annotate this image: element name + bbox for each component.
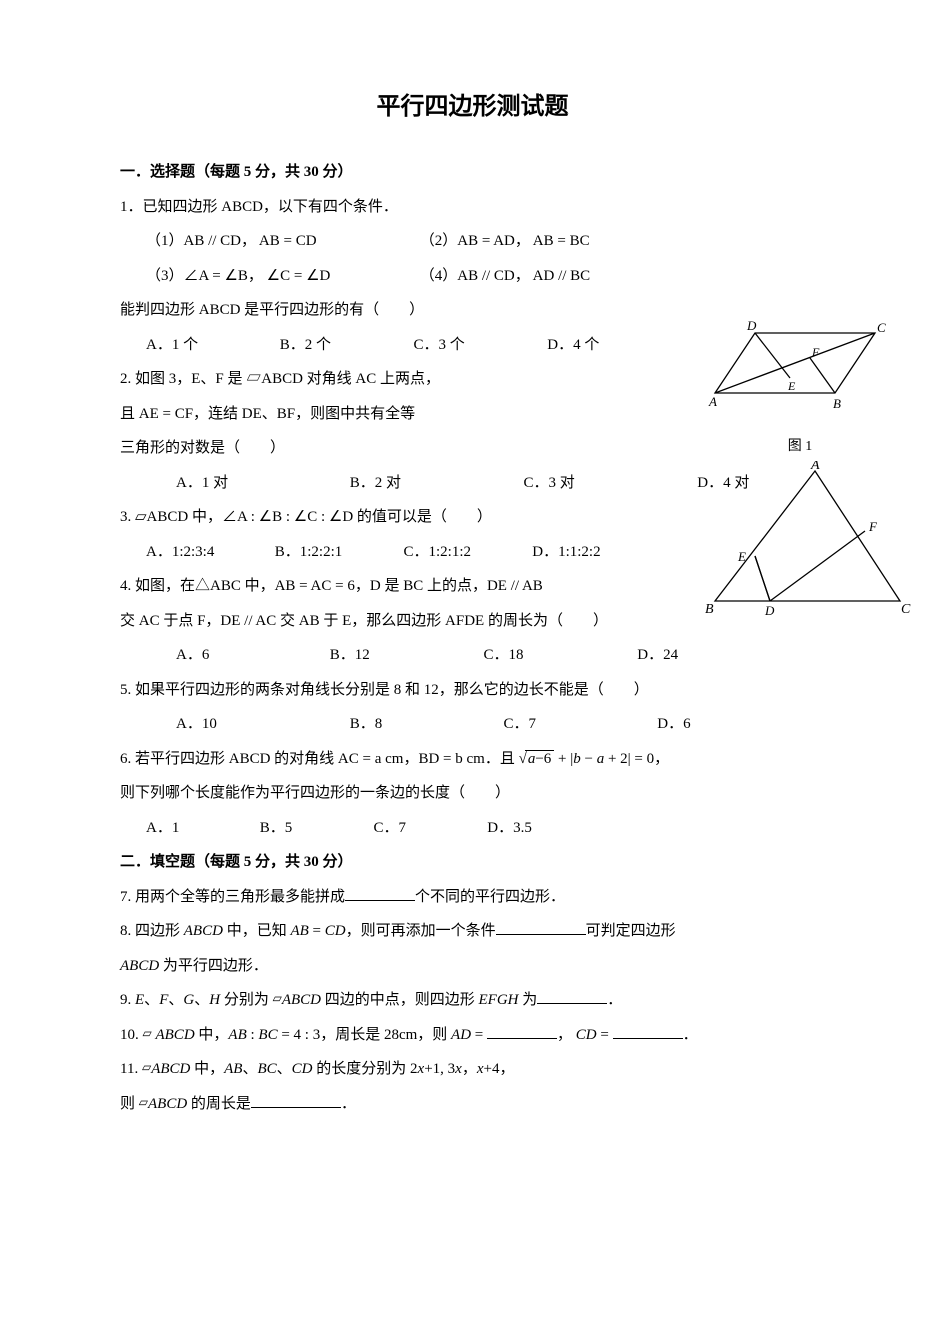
- section1-header: 一．选择题（每题 5 分，共 30 分）: [120, 155, 825, 190]
- svg-text:E: E: [787, 379, 796, 393]
- q6-D: D．3.5: [487, 820, 532, 836]
- q3-C: C．1:2:1:2: [404, 535, 529, 570]
- q1-B: B．2 个: [280, 328, 410, 363]
- blank: [251, 1093, 341, 1108]
- svg-text:B: B: [833, 396, 841, 411]
- q1-c2: （2）AB = AD， AB = BC: [420, 233, 590, 249]
- q4-C: C．18: [484, 638, 584, 673]
- q2-B: B．2 对: [350, 466, 470, 501]
- q1-c3: （3）∠A = ∠B， ∠C = ∠D: [146, 259, 416, 294]
- q1-stem-text: 1．已知四边形 ABCD，以下有四个条件．: [120, 199, 398, 215]
- q10: 10. ▱ ABCD 中，AB : BC = 4 : 3，周长是 28cm，则 …: [120, 1018, 825, 1053]
- q5-D: D．6: [657, 707, 690, 742]
- blank: [496, 921, 586, 936]
- q2-A: A．1 对: [176, 466, 296, 501]
- svg-text:C: C: [901, 602, 911, 616]
- q3-A: A．1:2:3:4: [146, 535, 271, 570]
- q1-stem: 1．已知四边形 ABCD，以下有四个条件．: [120, 190, 825, 225]
- q1-A: A．1 个: [146, 328, 276, 363]
- q6-options: A．1 B．5 C．7 D．3.5: [120, 811, 825, 846]
- svg-text:A: A: [708, 394, 717, 409]
- svg-text:C: C: [877, 320, 886, 335]
- svg-text:F: F: [868, 519, 878, 534]
- q6-A: A．1: [146, 811, 256, 846]
- q3-D: D．1:1:2:2: [532, 544, 600, 560]
- svg-text:D: D: [746, 318, 757, 333]
- svg-text:D: D: [764, 603, 775, 616]
- blank: [487, 1024, 557, 1039]
- svg-text:B: B: [705, 602, 714, 616]
- q5-C: C．7: [504, 707, 604, 742]
- q9: 9. E、F、G、H 分别为 ▱ABCD 四边的中点，则四边形 EFGH 为．: [120, 983, 825, 1018]
- figure-2: A B C D E F: [705, 461, 915, 630]
- blank: [345, 886, 415, 901]
- q1-C: C．3 个: [414, 328, 544, 363]
- q5-stem: 5. 如果平行四边形的两条对角线长分别是 8 和 12，那么它的边长不能是（ ）: [120, 673, 825, 708]
- q6-B: B．5: [260, 811, 370, 846]
- q1-conds-34: （3）∠A = ∠B， ∠C = ∠D （4）AB // CD， AD // B…: [120, 259, 825, 294]
- triangle-svg: A B C D E F: [705, 461, 915, 616]
- section2-header: 二．填空题（每题 5 分，共 30 分）: [120, 845, 825, 880]
- svg-text:E: E: [737, 549, 746, 564]
- q6-l2: 则下列哪个长度能作为平行四边形的一条边的长度（ ）: [120, 776, 825, 811]
- q4-options: A．6 B．12 C．18 D．24: [120, 638, 825, 673]
- q5-B: B．8: [350, 707, 450, 742]
- figure-1-caption: 图 1: [705, 431, 895, 463]
- blank: [613, 1024, 683, 1039]
- q6-C: C．7: [374, 811, 484, 846]
- page-title: 平行四边形测试题: [120, 80, 825, 135]
- svg-text:A: A: [810, 461, 820, 473]
- q11a: 11. ▱ABCD 中，AB、BC、CD 的长度分别为 2x+1, 3x，x+4…: [120, 1052, 825, 1087]
- q4-A: A．6: [176, 638, 276, 673]
- figure-1: A B C D E F 图 1: [705, 318, 895, 464]
- q8b: ABCD 为平行四边形．: [120, 949, 825, 984]
- q6-stem: 6. 若平行四边形 ABCD 的对角线 AC = a cm，BD = b cm．…: [120, 742, 825, 777]
- sqrt-icon: a−6: [519, 742, 555, 777]
- parallelogram-svg: A B C D E F: [705, 318, 895, 418]
- q11b: 则 ▱ABCD 的周长是．: [120, 1087, 825, 1122]
- q4-D: D．24: [637, 638, 678, 673]
- svg-text:F: F: [811, 345, 820, 359]
- q2-C: C．3 对: [524, 466, 644, 501]
- blank: [537, 990, 607, 1005]
- q1-c1: （1）AB // CD， AB = CD: [146, 224, 416, 259]
- q3-B: B．1:2:2:1: [275, 535, 400, 570]
- q1-conds-12: （1）AB // CD， AB = CD （2）AB = AD， AB = BC: [120, 224, 825, 259]
- q8a: 8. 四边形 ABCD 中，已知 AB = CD，则可再添加一个条件可判定四边形: [120, 914, 825, 949]
- q6-stem-a: 6. 若平行四边形 ABCD 的对角线 AC = a cm，BD = b cm．…: [120, 751, 519, 767]
- q1-D: D．4 个: [547, 337, 599, 353]
- q4-B: B．12: [330, 638, 430, 673]
- q5-options: A．10 B．8 C．7 D．6: [120, 707, 825, 742]
- q5-A: A．10: [176, 707, 296, 742]
- q7: 7. 用两个全等的三角形最多能拼成个不同的平行四边形．: [120, 880, 825, 915]
- q1-c4: （4）AB // CD， AD // BC: [420, 268, 590, 284]
